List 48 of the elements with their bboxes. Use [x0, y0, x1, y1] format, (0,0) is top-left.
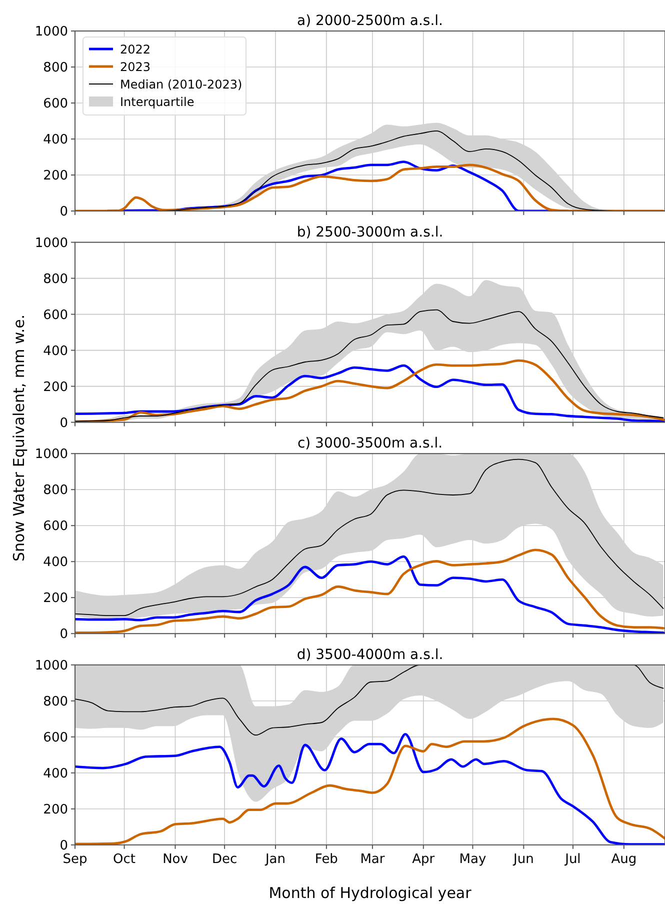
chart-title: d) 3500-4000m a.s.l.	[296, 646, 444, 663]
legend-label: 2022	[120, 42, 151, 56]
x-tick-label: Jun	[512, 852, 534, 867]
y-tick-label: 200	[43, 168, 68, 184]
legend-label: 2023	[120, 60, 151, 74]
y-axis-title: Snow Water Equivalent, mm w.e.	[10, 314, 28, 562]
x-tick-label: Dec	[212, 852, 238, 867]
y-tick-label: 1000	[34, 447, 68, 462]
x-tick-label: Feb	[314, 852, 338, 867]
x-tick-label: Apr	[412, 852, 436, 867]
chart-title: b) 2500-3000m a.s.l.	[296, 224, 444, 240]
y-tick-label: 800	[43, 694, 68, 710]
x-tick-label: May	[459, 852, 486, 867]
chart-title: c) 3000-3500m a.s.l.	[297, 436, 443, 452]
y-tick-label: 600	[43, 519, 68, 534]
y-tick-label: 200	[43, 380, 68, 395]
y-tick-label: 0	[60, 416, 68, 431]
y-tick-label: 200	[43, 591, 68, 606]
x-tick-label: Sep	[62, 852, 88, 867]
legend-label: Median (2010-2023)	[120, 78, 242, 92]
x-tick-label: Mar	[360, 852, 386, 867]
y-tick-label: 1000	[34, 658, 68, 674]
y-tick-label: 400	[43, 766, 68, 782]
y-tick-label: 0	[60, 204, 68, 220]
y-tick-label: 0	[60, 627, 68, 642]
y-tick-label: 400	[43, 344, 68, 359]
line-series	[75, 164, 665, 211]
y-tick-label: 600	[43, 730, 68, 746]
x-tick-label: Aug	[611, 852, 637, 867]
y-tick-label: 400	[43, 132, 68, 148]
y-tick-label: 0	[60, 838, 68, 854]
chart-title: a) 2000-2500m a.s.l.	[296, 13, 444, 29]
x-tick-label: Oct	[113, 852, 136, 867]
y-tick-label: 800	[43, 483, 68, 498]
y-tick-label: 600	[43, 96, 68, 112]
y-tick-label: 800	[43, 60, 68, 76]
y-tick-label: 200	[43, 802, 68, 818]
y-tick-label: 1000	[34, 24, 68, 40]
x-tick-label: Jan	[264, 852, 286, 867]
x-tick-label: Jul	[564, 852, 581, 867]
x-axis-title: Month of Hydrological year	[268, 884, 472, 902]
y-tick-label: 1000	[34, 236, 68, 251]
y-tick-label: 400	[43, 555, 68, 570]
x-tick-label: Nov	[162, 852, 188, 867]
annotation: Interquartile	[120, 95, 194, 109]
line-series	[75, 309, 664, 422]
y-tick-label: 600	[43, 308, 68, 323]
y-tick-label: 800	[43, 272, 68, 287]
